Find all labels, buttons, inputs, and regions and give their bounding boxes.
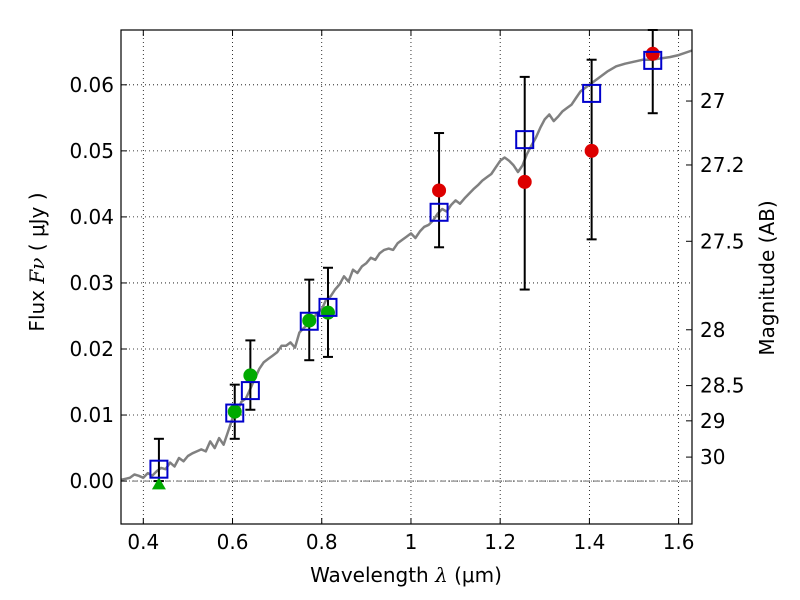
y-tick-label: 0.03 <box>69 271 114 295</box>
model-spectrum <box>120 49 693 482</box>
y-tick-label: 0.05 <box>69 139 114 163</box>
model-spectrum-line <box>120 49 693 482</box>
axis-ticks: 0.4 0.6 0.8 1 1.2 1.4 1.6 0.00 0.01 0.02 0.03 0.04 0… <box>69 30 745 554</box>
y-axis-label-prefix: Flux <box>25 284 49 332</box>
triangle-marker <box>151 477 166 490</box>
y2-tick-label: 27 <box>700 89 725 113</box>
y2-tick-label: 27.2 <box>700 153 745 177</box>
square-marker <box>299 311 319 331</box>
square-marker <box>643 50 663 70</box>
x-axis-label-suffix: (μm) <box>448 563 502 587</box>
x-tick-label: 0.8 <box>306 530 338 554</box>
plot-frame <box>120 29 693 525</box>
circle-marker <box>645 46 660 61</box>
data-markers <box>149 46 663 490</box>
y-tick-label: 0.04 <box>69 205 114 229</box>
square-marker <box>582 83 602 103</box>
circle-marker <box>517 174 532 189</box>
x-axis-label: Wavelength λ (μm) <box>310 563 502 587</box>
y2-tick-label: 29 <box>700 409 725 433</box>
circle-marker <box>432 183 447 198</box>
y-tick-label: 0.06 <box>69 73 114 97</box>
square-marker <box>149 459 169 479</box>
x-tick-label: 1.6 <box>663 530 695 554</box>
x-axis-label-symbol: λ <box>434 563 448 587</box>
x-tick-label: 1.2 <box>484 530 516 554</box>
y2-axis-label: Magnitude (AB) <box>755 200 779 355</box>
x-tick-label: 1.4 <box>573 530 605 554</box>
y-tick-label: 0.01 <box>69 403 114 427</box>
square-marker <box>318 297 338 317</box>
y-tick-label: 0.00 <box>69 469 114 493</box>
x-tick-label: 0.6 <box>217 530 249 554</box>
square-marker <box>429 202 449 222</box>
y2-tick-label: 28.5 <box>700 374 745 398</box>
y2-tick-label: 30 <box>700 445 725 469</box>
square-marker <box>240 381 260 401</box>
x-tick-label: 0.4 <box>127 530 159 554</box>
circle-marker <box>584 143 599 158</box>
circle-marker <box>243 368 258 383</box>
circle-marker <box>227 404 242 419</box>
y-axis-label: Flux Fν ( μJy ) <box>25 192 49 331</box>
circle-marker <box>302 313 317 328</box>
y-axis-label-suffix: ( μJy ) <box>25 192 49 257</box>
circle-marker <box>320 305 335 320</box>
plot-border <box>120 29 693 525</box>
y-axis-label-symbol: Fν <box>25 258 49 285</box>
y2-tick-label: 27.5 <box>700 229 745 253</box>
y2-tick-label: 28 <box>700 318 725 342</box>
square-marker <box>515 130 535 150</box>
y-tick-label: 0.02 <box>69 337 114 361</box>
x-tick-label: 1 <box>405 530 418 554</box>
x-axis-label-prefix: Wavelength <box>310 563 435 587</box>
square-marker <box>225 403 245 423</box>
